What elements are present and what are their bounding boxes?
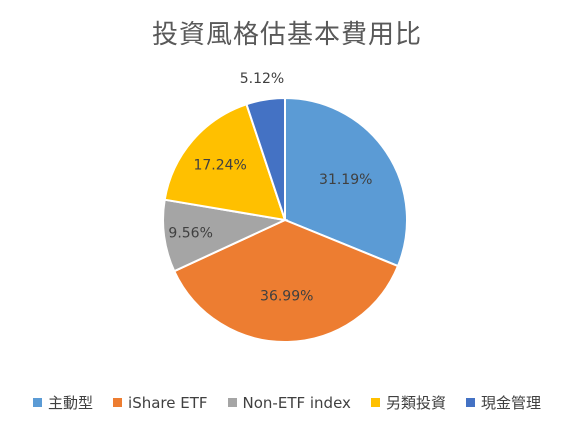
data-label-ishare-etf: 36.99% xyxy=(260,289,313,305)
pie-slice-alternative xyxy=(163,102,287,222)
legend-swatch xyxy=(113,398,123,407)
data-label-cash-management: 5.12% xyxy=(240,71,284,87)
legend-label: 主動型 xyxy=(48,394,94,412)
legend-swatch xyxy=(465,398,475,407)
legend-label: 另類投資 xyxy=(385,394,446,412)
legend-label: iShare ETF xyxy=(128,393,208,412)
data-label-non-etf-index: 9.56% xyxy=(168,226,212,242)
legend-label: Non-ETF index xyxy=(242,393,351,412)
legend-label: 現金管理 xyxy=(480,394,541,412)
chart-title: 投資風格估基本費用比 xyxy=(151,20,422,50)
legend-item-ishare-etf: iShare ETF xyxy=(113,394,208,412)
legend-item-active: 主動型 xyxy=(33,392,93,413)
legend: 主動型 iShare ETF Non-ETF index 另類投資 現金管理 xyxy=(0,392,574,413)
data-label-active: 31.19% xyxy=(319,172,372,188)
legend-swatch xyxy=(370,398,380,407)
legend-swatch xyxy=(33,398,43,407)
legend-swatch xyxy=(227,398,237,407)
pie-slice-ishare-etf xyxy=(172,218,400,343)
legend-item-alternative: 另類投資 xyxy=(370,392,446,413)
pie-chart: 31.19% 36.99% 9.56% 17.24% 5.12% xyxy=(162,71,408,343)
data-label-alternative: 17.24% xyxy=(193,157,246,173)
pie-slice-cash-management xyxy=(245,96,286,221)
legend-item-non-etf-index: Non-ETF index xyxy=(227,393,351,412)
legend-item-cash-management: 現金管理 xyxy=(465,392,541,413)
pie-slice-active xyxy=(284,96,408,268)
